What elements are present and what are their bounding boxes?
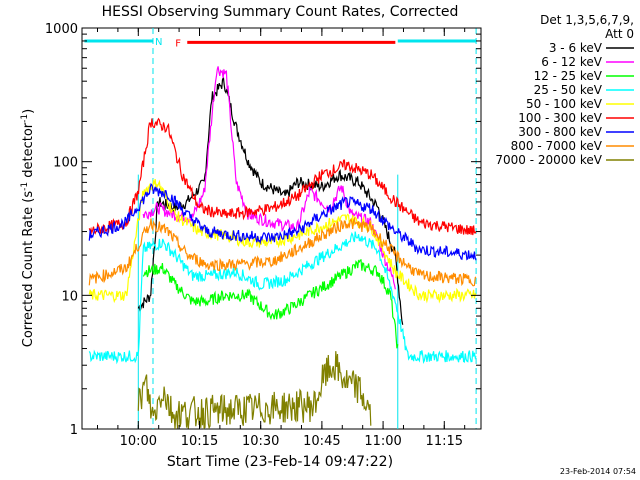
night-label: N — [155, 37, 162, 48]
x-axis: 10:00 10:15 10:30 10:45 11:00 11:15 — [96, 28, 466, 449]
legend-label-8: 800 - 7000 keV — [511, 139, 603, 153]
series-line-5 — [88, 178, 477, 304]
flare-label: F — [175, 38, 181, 49]
legend-label-2: 6 - 12 keV — [541, 55, 603, 69]
legend-label-7: 300 - 800 keV — [518, 125, 602, 139]
y-tick-label-2: 100 — [53, 156, 78, 171]
x-axis-label: Start Time (23-Feb-14 09:47:22) — [167, 454, 393, 470]
x-tick-label-4: 11:00 — [364, 434, 401, 449]
legend-header-attenuator: Att 0 — [605, 27, 634, 41]
series-line-8 — [88, 216, 477, 287]
x-tick-label-3: 10:45 — [303, 434, 340, 449]
y-tick-label-1: 10 — [61, 289, 78, 304]
series-line-6 — [88, 117, 477, 236]
timestamp: 23-Feb-2014 07:54 — [560, 467, 636, 476]
series-line-3 — [142, 259, 399, 349]
series-layer — [88, 66, 477, 430]
annotation-layer: FN — [155, 37, 396, 49]
y-tick-label-3: 1000 — [45, 22, 78, 37]
chart-title: HESSI Observing Summary Count Rates, Cor… — [102, 4, 459, 20]
x-tick-label-1: 10:15 — [181, 434, 218, 449]
series-line-9 — [137, 351, 372, 430]
series-line-4 — [88, 231, 477, 365]
x-tick-label-0: 10:00 — [120, 434, 157, 449]
legend-label-6: 100 - 300 keV — [518, 111, 602, 125]
y-axis-label-end: ) — [21, 109, 36, 114]
y-tick-label-0: 1 — [70, 423, 78, 438]
y-axis-label-mid: detector — [21, 122, 36, 182]
legend-header-detectors: Det 1,3,5,6,7,9, — [540, 13, 634, 27]
y-axis: 1 10 100 1000 — [45, 22, 481, 438]
legend-label-4: 25 - 50 keV — [534, 83, 603, 97]
y-axis-label-sup2: -1 — [20, 114, 30, 123]
y-axis-label-sup: -1 — [20, 182, 30, 191]
night-layer — [84, 28, 477, 429]
legend-label-5: 50 - 100 keV — [526, 97, 603, 111]
y-axis-label: Corrected Count Rate (s-1 detector-1) — [20, 109, 36, 347]
y-axis-label-main: Corrected Count Rate (s — [21, 191, 36, 348]
x-tick-label-5: 11:15 — [426, 434, 463, 449]
legend-label-1: 3 - 6 keV — [549, 41, 603, 55]
legend-label-3: 12 - 25 keV — [534, 69, 603, 83]
x-tick-label-2: 10:30 — [242, 434, 279, 449]
series-line-7 — [88, 182, 477, 261]
legend-label-9: 7000 - 20000 keV — [495, 153, 602, 167]
